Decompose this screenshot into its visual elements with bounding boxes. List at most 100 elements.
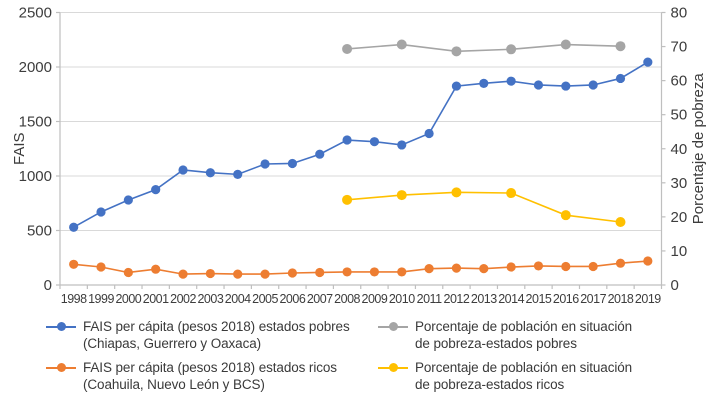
- series-fais-ricos-point: [561, 261, 571, 272]
- left-axis-tick-label: 1500: [19, 114, 52, 131]
- x-axis-tick-label: 2003: [197, 292, 223, 306]
- x-axis-tick-label: 2012: [444, 292, 470, 306]
- line-dot-marker-icon: [46, 321, 76, 332]
- right-axis-tick-label: 80: [671, 5, 688, 22]
- series-fais-ricos-point: [151, 264, 161, 274]
- series-fais-pobres-point: [479, 78, 489, 88]
- series-fais-ricos-point: [369, 267, 380, 277]
- right-axis-tick-label: 0: [671, 277, 679, 294]
- left-axis-tick-label: 0: [44, 277, 52, 294]
- x-axis-tick-label: 2007: [307, 292, 333, 306]
- x-axis-tick-label: 2005: [252, 292, 278, 306]
- right-axis-tick-label: 20: [671, 209, 688, 226]
- series-fais-pobres-point: [397, 140, 407, 150]
- legend-label-line1: Porcentaje de población en situación: [415, 319, 633, 334]
- series-fais-pobres-point: [233, 169, 243, 179]
- legend-label: FAIS per cápita (pesos 2018) estados ric…: [83, 359, 337, 393]
- chart-canvas: 0 500 1000 1500 2000 2500 0 10 20 30 40 50 60 70 80 199…: [11, 5, 707, 307]
- legend-label-line1: FAIS per cápita (pesos 2018) estados pob…: [83, 319, 350, 334]
- series-fais-ricos-point: [233, 269, 243, 279]
- series-fais-ricos-point: [205, 268, 215, 279]
- series-fais-ricos-point: [397, 267, 407, 277]
- series-fais-ricos-point: [451, 263, 462, 273]
- right-axis-title: Porcentaje de pobreza: [690, 73, 707, 225]
- series-pobreza-ricos-point: [396, 190, 407, 201]
- series-fais-pobres-point: [561, 81, 571, 91]
- series-pobreza-pobres-point: [342, 43, 353, 54]
- series-fais-pobres-point: [451, 81, 462, 91]
- x-axis-tick-label: 1998: [61, 292, 87, 306]
- legend-item-fais-ricos: FAIS per cápita (pesos 2018) estados ric…: [46, 359, 350, 393]
- series-fais-pobres-point: [369, 137, 380, 147]
- series-fais-ricos-point: [69, 259, 79, 269]
- right-axis-tick-label: 40: [671, 141, 688, 158]
- series-pobreza-ricos-line: [347, 191, 621, 223]
- chart-legend: FAIS per cápita (pesos 2018) estados pob…: [0, 318, 714, 405]
- series-fais-ricos-point: [260, 269, 270, 279]
- legend-label: FAIS per cápita (pesos 2018) estados pob…: [83, 318, 350, 352]
- series-fais-pobres-point: [342, 135, 352, 145]
- series-pobreza-ricos-point: [615, 216, 626, 227]
- series-fais-pobres-point: [588, 80, 598, 90]
- x-axis-tick-label: 2016: [553, 292, 579, 306]
- series-fais-ricos-point: [479, 264, 489, 274]
- x-axis-tick-label: 2014: [498, 292, 524, 306]
- series-pobreza-ricos-point: [560, 210, 571, 221]
- legend-label: Porcentaje de población en situación de …: [415, 318, 632, 352]
- x-axis-tick-label: 2019: [635, 292, 661, 306]
- x-axis-tick-label: 2018: [608, 292, 634, 306]
- series-fais-pobres-point: [615, 73, 626, 84]
- left-axis-tick-label: 1000: [19, 168, 52, 185]
- series-fais-ricos-point: [342, 267, 352, 277]
- right-axis-tick-label: 30: [671, 175, 688, 192]
- x-axis-tick-label: 2009: [362, 292, 388, 306]
- series-fais-pobres-point: [424, 128, 434, 139]
- legend-column-left: FAIS per cápita (pesos 2018) estados pob…: [46, 318, 350, 393]
- legend-item-pobreza-ricos: Porcentaje de población en situación de …: [378, 359, 632, 393]
- series-pobreza-ricos-point: [506, 188, 517, 199]
- x-axis-tick-label: 2013: [471, 292, 497, 306]
- x-axis-tick-label: 2004: [225, 292, 251, 306]
- x-axis-tick-label: 2002: [170, 292, 196, 306]
- x-axis-tick-label: 2001: [143, 292, 169, 306]
- series-fais-ricos-point: [506, 262, 516, 272]
- series-fais-pobres-point: [260, 159, 270, 169]
- legend-label-line2: de pobreza-estados ricos: [415, 377, 565, 392]
- series-fais-pobres-point: [96, 207, 106, 217]
- series-fais-ricos-point: [424, 264, 434, 274]
- legend-label-line1: FAIS per cápita (pesos 2018) estados ric…: [83, 360, 337, 375]
- x-axis-tick-label: 2000: [115, 292, 141, 306]
- series-fais-pobres-point: [178, 165, 188, 175]
- series-fais-ricos-line: [73, 260, 648, 275]
- right-axis-tick-label: 10: [671, 243, 688, 260]
- series-pobreza-pobres-point: [615, 41, 626, 52]
- series-fais-pobres-point: [123, 195, 133, 205]
- series-pobreza-pobres-point: [560, 39, 571, 50]
- legend-label-line2: (Coahuila, Nuevo León y BCS): [83, 377, 265, 392]
- x-axis-tick-label: 2008: [334, 292, 360, 306]
- series-pobreza-pobres-point: [451, 46, 462, 57]
- series-fais-ricos-point: [615, 258, 626, 268]
- series-fais-pobres-line: [73, 61, 649, 228]
- x-axis-tick-label: 2006: [279, 292, 305, 306]
- series-pobreza-pobres-line: [347, 43, 621, 53]
- right-axis-tick-label: 70: [671, 39, 688, 56]
- left-axis-tick-label: 2000: [19, 59, 52, 76]
- series-fais-pobres-point: [533, 80, 544, 90]
- x-axis-tick-label: 1999: [88, 292, 114, 306]
- series-fais-ricos-point: [96, 262, 106, 272]
- right-axis-tick-label: 50: [671, 107, 688, 124]
- series-fais-ricos-point: [315, 267, 325, 278]
- line-dot-marker-icon: [378, 321, 408, 332]
- left-axis-tick-label: 2500: [19, 5, 52, 22]
- series-fais-ricos-point: [588, 261, 598, 272]
- legend-label: Porcentaje de población en situación de …: [415, 359, 632, 393]
- series-fais-pobres-point: [69, 222, 79, 232]
- series-fais-pobres-point: [205, 168, 215, 178]
- series-pobreza-pobres-point: [396, 39, 407, 50]
- series-fais-ricos-point: [533, 261, 544, 271]
- line-dot-marker-icon: [46, 362, 76, 373]
- x-axis-tick-label: 2011: [417, 292, 442, 306]
- left-axis-title: FAIS: [11, 132, 28, 165]
